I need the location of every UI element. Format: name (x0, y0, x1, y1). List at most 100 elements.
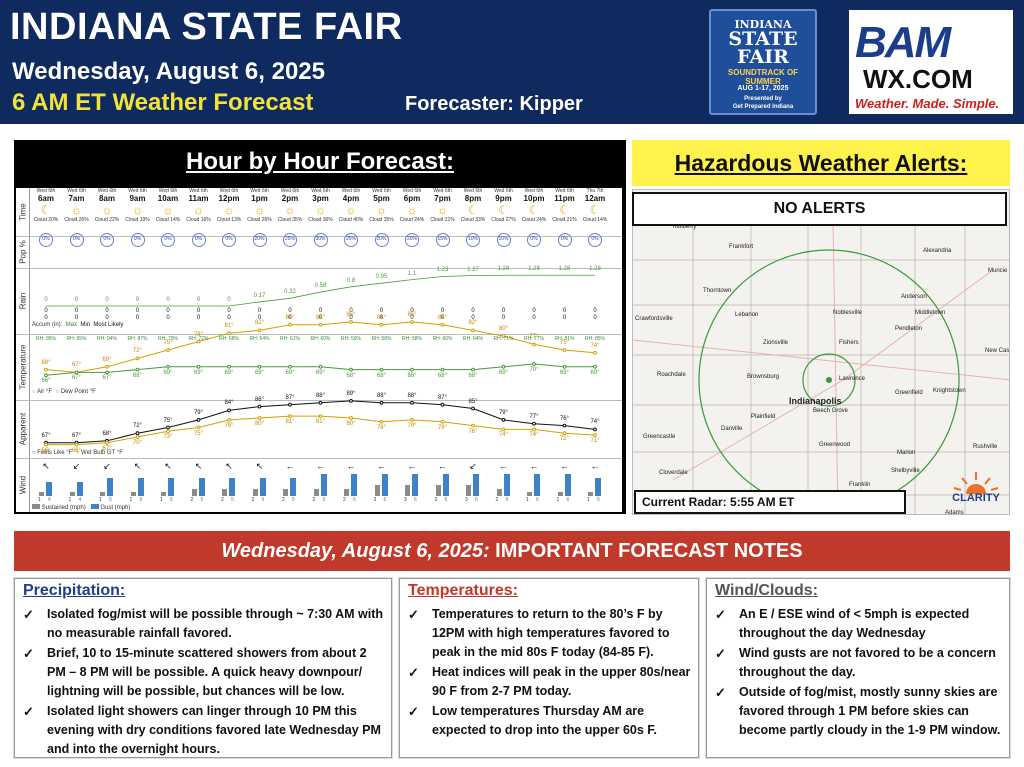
gust-value: 6 (536, 497, 539, 503)
hourly-line-plots (44, 274, 597, 447)
hour-day: Wed 6th (280, 188, 300, 194)
pop-indicator: 20% (374, 233, 389, 247)
moon-icon: ☾ (589, 203, 601, 217)
hour-column: Thu 7th 12am ☾ Cloud 14% 0% (581, 188, 609, 247)
pop-indicator: 0% (69, 233, 84, 247)
sun-icon: ☼ (71, 203, 82, 217)
cloud-cover: Cloud 14% (155, 217, 181, 223)
sustained-bar (222, 488, 227, 496)
forecaster-name: Forecaster: Kipper (405, 93, 583, 115)
wind-bar-group (98, 474, 116, 496)
dew-point-label: 69° (254, 369, 265, 376)
hour-label: 11pm (554, 194, 575, 203)
hour-label: 3pm (312, 194, 329, 203)
sustained-value: 2 (495, 497, 499, 503)
feels-like-line-point (318, 400, 323, 405)
pop-indicator: 0% (588, 233, 602, 247)
check-icon: ✓ (408, 607, 419, 622)
town-label: Mulberry (673, 224, 697, 230)
gust-bar (473, 474, 479, 496)
town-label: Plainfield (751, 414, 776, 420)
pop-cell: 25% (276, 233, 304, 247)
rain-min: 0 (74, 308, 79, 314)
wet-bulb-line-point (532, 427, 536, 432)
wind-legend: Sustained (mph) Gust (mph) (32, 504, 130, 511)
hour-column: Wed 6th 8pm ☾ Cloud 33% 10% (459, 188, 487, 247)
rain-likely: 0 (501, 315, 506, 321)
rain-min: 0 (44, 308, 48, 314)
rain-accum-max: 0 (105, 297, 109, 303)
hour-column: Wed 6th 6pm ☼ Cloud 24% 20% (398, 188, 426, 247)
wet-bulb-line-point (318, 414, 323, 419)
bam-wx-logo: BAM WX.COM Weather. Made. Simple. (849, 10, 1013, 114)
wind-direction-arrow: ↖ (133, 461, 142, 471)
sustained-bar (130, 492, 136, 496)
town-label: Alexandria (923, 248, 952, 254)
wind-direction-arrow: ← (407, 461, 417, 471)
gust-value: 4 (78, 497, 82, 503)
sustained-bar (283, 488, 288, 496)
cloud-cover: Cloud 26% (247, 217, 272, 223)
header-banner: INDIANA STATE FAIR Wednesday, August 6, … (0, 0, 1024, 124)
temperatures-heading: Temperatures: (408, 582, 518, 599)
fair-logo-line5: Presented by (744, 96, 782, 102)
wet-bulb-label: 81° (315, 419, 326, 426)
gust-value: 6 (322, 497, 326, 503)
wind-direction-arrow: ← (590, 461, 600, 471)
hour-day: Wed 6th (128, 188, 147, 194)
feels-like-label: 76° (559, 415, 570, 422)
gust-value: 5 (170, 497, 173, 503)
wind-bar-group (586, 474, 604, 496)
sun-icon: ☼ (162, 203, 174, 217)
sunrise-icon (953, 472, 999, 504)
pop-indicator: 0% (557, 233, 572, 247)
wind-direction-arrow: ← (560, 461, 569, 471)
wind-direction-arrow: ↙ (103, 461, 111, 471)
rain-accum-max: 1.28 (558, 266, 571, 273)
sun-icon: ☼ (376, 203, 387, 217)
sun-icon: ☼ (223, 203, 235, 217)
row-label-rain: Rain (16, 268, 30, 334)
pop-cell: 0% (93, 233, 121, 247)
sustained-bar (466, 485, 471, 496)
row-divider (16, 268, 622, 269)
dew-point-label: 69° (590, 369, 600, 376)
pop-cell: 25% (337, 233, 365, 247)
pop-cell: 0% (124, 233, 152, 247)
rain-likely: 0 (593, 315, 597, 321)
sustained-value: 1 (129, 497, 133, 503)
dew-point-line-point (501, 364, 506, 369)
rain-accum-max: 0.95 (375, 274, 388, 281)
cloud-cover: Cloud 21% (552, 217, 577, 223)
relative-humidity: RH: 59% (340, 336, 361, 342)
hour-day: Wed 6th (250, 188, 269, 194)
cloud-cover: Cloud 27% (491, 217, 516, 223)
feels-like-label: 87° (437, 394, 448, 401)
dew-point-label: 69° (498, 369, 509, 376)
temperatures-list: ✓ Temperatures to return to the 80’s F by… (408, 605, 692, 741)
rain-min: 0 (440, 308, 445, 314)
hour-label: 10pm (523, 194, 545, 203)
air-temp-line-point (166, 348, 170, 352)
cloud-cover: Cloud 14% (582, 217, 608, 223)
air-temp-line-point (532, 342, 536, 347)
wind-bar-group (159, 474, 177, 496)
wind-bar-group (220, 474, 238, 496)
precipitation-list: ✓ Isolated fog/mist will be possible thro… (23, 605, 385, 760)
row-label-time: Time (16, 188, 30, 236)
pop-cell: 10% (459, 233, 487, 247)
notes-banner-title: IMPORTANT FORECAST NOTES (489, 540, 803, 562)
notes-banner-date: Wednesday, August 6, 2025: (221, 540, 490, 562)
no-alerts-status: NO ALERTS (632, 192, 1007, 226)
gust-bar (320, 474, 327, 496)
rain-accum-max: 0 (196, 297, 201, 303)
rain-likely: 0 (318, 315, 323, 321)
sustained-value: 3 (373, 497, 377, 503)
wind-direction-arrow: ↙ (469, 461, 477, 471)
rain-accum-max: 0 (227, 297, 231, 303)
town-label: Marion (897, 450, 916, 456)
hour-day: Wed 6th (97, 188, 117, 194)
air-temp-label: 69° (102, 356, 112, 363)
town-label: Frankfort (729, 244, 754, 250)
rain-accum-max: 0.32 (284, 289, 296, 296)
